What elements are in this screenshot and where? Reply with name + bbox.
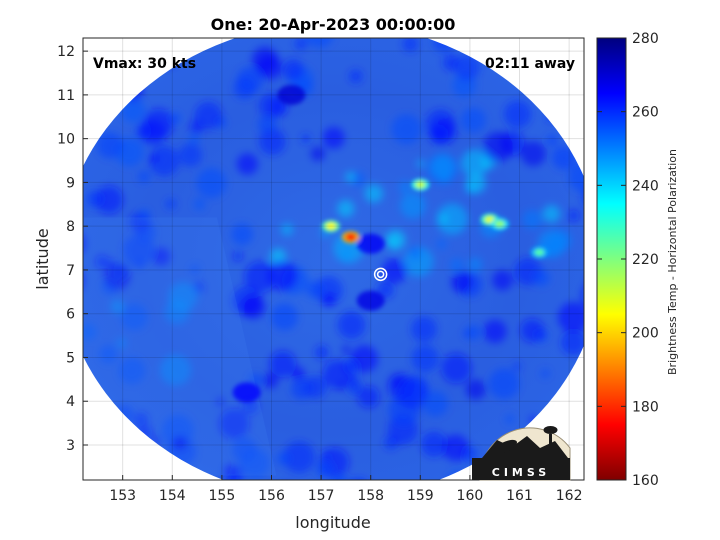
grid-lines xyxy=(83,38,584,480)
x-tick-label: 156 xyxy=(258,488,285,504)
y-tick-label: 7 xyxy=(66,263,75,279)
y-axis-ticks: 3 4 5 6 7 8 9 10 11 12 xyxy=(57,44,88,454)
vmax-label: Vmax: 30 kts xyxy=(93,56,196,72)
colorbar-tick-label: 180 xyxy=(632,399,659,415)
cold-feature xyxy=(277,84,306,105)
y-tick-label: 11 xyxy=(57,88,75,104)
x-tick-label: 159 xyxy=(407,488,434,504)
colorbar-tick-label: 160 xyxy=(632,473,659,489)
time-away-label: 02:11 away xyxy=(485,56,575,72)
cold-feature xyxy=(356,233,385,254)
cold-feature xyxy=(232,382,261,403)
y-tick-label: 9 xyxy=(66,175,75,191)
swath-imagery xyxy=(83,38,584,480)
chart-title: One: 20-Apr-2023 00:00:00 xyxy=(211,15,456,34)
x-tick-label: 161 xyxy=(506,488,533,504)
colorbar-tick-label: 260 xyxy=(632,105,659,121)
cimss-logo: CIMSS xyxy=(472,426,571,481)
y-tick-label: 3 xyxy=(66,438,75,454)
x-axis-ticks: 153 154 155 156 157 158 159 160 161 162 xyxy=(109,475,582,504)
swath-texture xyxy=(83,38,584,480)
hot-feature xyxy=(534,248,545,256)
y-axis-label: latitude xyxy=(33,228,52,289)
colorbar-tick-label: 280 xyxy=(632,31,659,47)
y-tick-label: 5 xyxy=(66,350,75,366)
storm-center-marker xyxy=(373,267,388,282)
hot-feature xyxy=(494,220,505,228)
logo-text: CIMSS xyxy=(492,466,550,479)
x-tick-label: 160 xyxy=(457,488,484,504)
hot-feature xyxy=(326,222,337,230)
x-axis-label: longitude xyxy=(295,513,370,532)
cold-feature xyxy=(356,290,385,311)
y-tick-label: 8 xyxy=(66,219,75,235)
colorbar-label: Brightness Temp - Horizontal Polarizatio… xyxy=(666,149,679,375)
x-tick-label: 162 xyxy=(556,488,583,504)
plot-frame xyxy=(82,37,585,481)
x-tick-label: 157 xyxy=(308,488,335,504)
y-tick-label: 12 xyxy=(57,44,75,60)
y-tick-label: 4 xyxy=(66,394,75,410)
hot-feature xyxy=(345,233,356,241)
colorbar-tick-label: 240 xyxy=(632,178,659,194)
y-tick-label: 10 xyxy=(57,132,75,148)
colorbar-tick-label: 200 xyxy=(632,326,659,342)
hot-feature xyxy=(415,181,426,189)
x-tick-label: 158 xyxy=(357,488,384,504)
x-tick-label: 154 xyxy=(159,488,186,504)
x-tick-label: 155 xyxy=(209,488,236,504)
colorbar-ticks: 160 180 200 220 240 260 280 xyxy=(597,31,659,489)
colorbar-tick-label: 220 xyxy=(632,252,659,268)
x-tick-label: 153 xyxy=(109,488,136,504)
y-tick-label: 6 xyxy=(66,307,75,323)
